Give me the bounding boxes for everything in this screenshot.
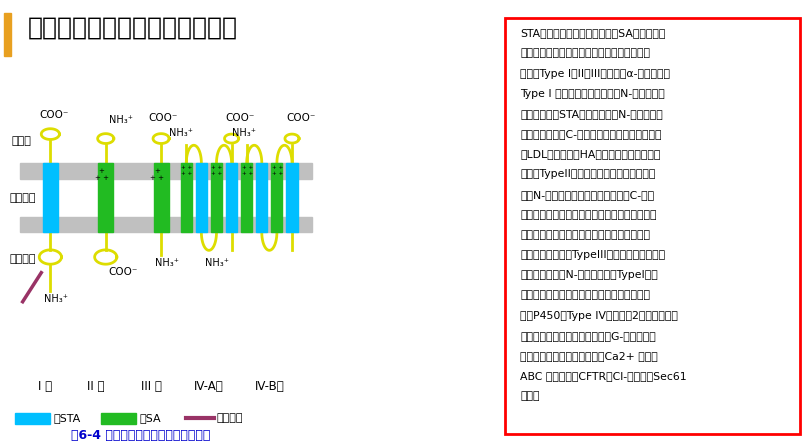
Text: Type I 蛋白含有一个被切割的N-端内质网信: Type I 蛋白含有一个被切割的N-端内质网信 — [519, 89, 664, 99]
Text: +
+ +: + + + — [95, 168, 109, 181]
Text: NH₃⁺: NH₃⁺ — [45, 294, 68, 304]
Bar — [286, 163, 297, 232]
Text: ABC 小分子泵、CFTR（Cl-）通道、Sec61: ABC 小分子泵、CFTR（Cl-）通道、Sec61 — [519, 371, 686, 381]
Text: 列，N-端亲水区位于细胞质基质侧，C-端亲: 列，N-端亲水区位于细胞质基质侧，C-端亲 — [519, 190, 654, 200]
Bar — [20, 217, 311, 232]
Bar — [195, 163, 207, 232]
Bar — [153, 163, 169, 232]
Text: III 型: III 型 — [140, 380, 161, 393]
Bar — [181, 163, 191, 232]
Text: 于内质网腔面，C-端亲水区位于细胞质基质面，: 于内质网腔面，C-端亲水区位于细胞质基质面， — [519, 129, 661, 139]
Text: 内质网膜: 内质网膜 — [9, 193, 36, 203]
Bar — [4, 13, 11, 56]
Text: 变化。Type I、II、III均为一次α-螺旋跨膜，: 变化。Type I、II、III均为一次α-螺旋跨膜， — [519, 68, 669, 79]
Text: + +
+ +: + + + + — [241, 165, 252, 176]
Bar — [271, 163, 282, 232]
Text: COO⁻: COO⁻ — [108, 267, 137, 277]
Text: 受体；TypeII不含有可切割的内质网信号序: 受体；TypeII不含有可切割的内质网信号序 — [519, 169, 654, 179]
Text: NH₃⁺: NH₃⁺ — [204, 258, 229, 268]
Text: + +
+ +: + + + + — [272, 165, 283, 176]
Text: 跨膜片段，邻近N-端亲水区，与TypeⅠ蛋白: 跨膜片段，邻近N-端亲水区，与TypeⅠ蛋白 — [519, 270, 657, 280]
Text: COO⁻: COO⁻ — [285, 113, 315, 122]
Text: ：STA: ：STA — [54, 413, 81, 423]
Text: COO⁻: COO⁻ — [225, 113, 255, 122]
Bar — [20, 163, 311, 179]
Text: 片段，又称多次跨膜蛋白，例如G-蛋白耦联受: 片段，又称多次跨膜蛋白，例如G-蛋白耦联受 — [519, 331, 655, 341]
Text: COO⁻: COO⁻ — [39, 110, 69, 120]
Text: 有相同方向但不含可切割的信号序列，如细胞: 有相同方向但不含可切割的信号序列，如细胞 — [519, 291, 650, 300]
Text: 胞质侧: 胞质侧 — [11, 136, 31, 146]
Text: IV-A型: IV-A型 — [194, 380, 224, 393]
Text: 体、葡萄糖转运蛋白、电压门Ca2+ 通道、: 体、葡萄糖转运蛋白、电压门Ca2+ 通道、 — [519, 351, 657, 361]
Text: 如LDL受体、流感HA、胰岛素受体、生长素: 如LDL受体、流感HA、胰岛素受体、生长素 — [519, 149, 659, 159]
Text: IV-B型: IV-B型 — [254, 380, 284, 393]
Text: 锚定序列。这样的序列在多次跨膜蛋白中会有: 锚定序列。这样的序列在多次跨膜蛋白中会有 — [519, 48, 650, 59]
Text: I 型: I 型 — [38, 380, 52, 393]
Text: + +
+ +: + + + + — [211, 165, 222, 176]
Bar — [98, 163, 114, 232]
Bar — [225, 163, 237, 232]
Text: 号序列，通过STA锚定在膜上，N-端亲水区位: 号序列，通过STA锚定在膜上，N-端亲水区位 — [519, 109, 662, 119]
Bar — [43, 163, 58, 232]
Bar — [256, 163, 267, 232]
Text: +
+ +: + + + — [150, 168, 164, 181]
Text: ：SA: ：SA — [139, 413, 161, 423]
Text: ：信号肽: ：信号肽 — [217, 413, 242, 423]
Text: 蛋白等: 蛋白等 — [519, 391, 539, 401]
Text: NH₃⁺: NH₃⁺ — [109, 115, 132, 125]
Text: 基唾液酸转移酶；TypeIII蛋白含有一个疏水的: 基唾液酸转移酶；TypeIII蛋白含有一个疏水的 — [519, 250, 664, 260]
Bar — [15, 413, 50, 424]
Text: + +
+ +: + + + + — [181, 165, 192, 176]
Text: 内质网腔: 内质网腔 — [9, 254, 36, 264]
Bar — [211, 163, 221, 232]
Text: 图6-4 内质网膜整合蛋白的拓扑学类型: 图6-4 内质网膜整合蛋白的拓扑学类型 — [71, 429, 210, 443]
Text: II 型: II 型 — [87, 380, 105, 393]
Bar — [101, 413, 135, 424]
Text: COO⁻: COO⁻ — [148, 113, 178, 122]
Bar — [241, 163, 252, 232]
Text: 转铁蛋白受体、高尔基半乳糖苷转移酶、高尔: 转铁蛋白受体、高尔基半乳糖苷转移酶、高尔 — [519, 230, 650, 240]
Text: 色素P450；Type IV蛋白含有2个或多个跨膜: 色素P450；Type IV蛋白含有2个或多个跨膜 — [519, 311, 677, 320]
Text: NH₃⁺: NH₃⁺ — [169, 128, 192, 138]
Text: 内质网膜整合蛋白的拓扑学类型: 内质网膜整合蛋白的拓扑学类型 — [28, 16, 238, 40]
Text: 水区位于内质网腔面，如无唾液酸糖蛋白受体、: 水区位于内质网腔面，如无唾液酸糖蛋白受体、 — [519, 210, 656, 220]
Text: NH₃⁺: NH₃⁺ — [155, 258, 179, 268]
Text: STA：内在停止转移锚定序列；SA：内在信号: STA：内在停止转移锚定序列；SA：内在信号 — [519, 28, 665, 38]
Text: NH₃⁺: NH₃⁺ — [231, 128, 255, 138]
